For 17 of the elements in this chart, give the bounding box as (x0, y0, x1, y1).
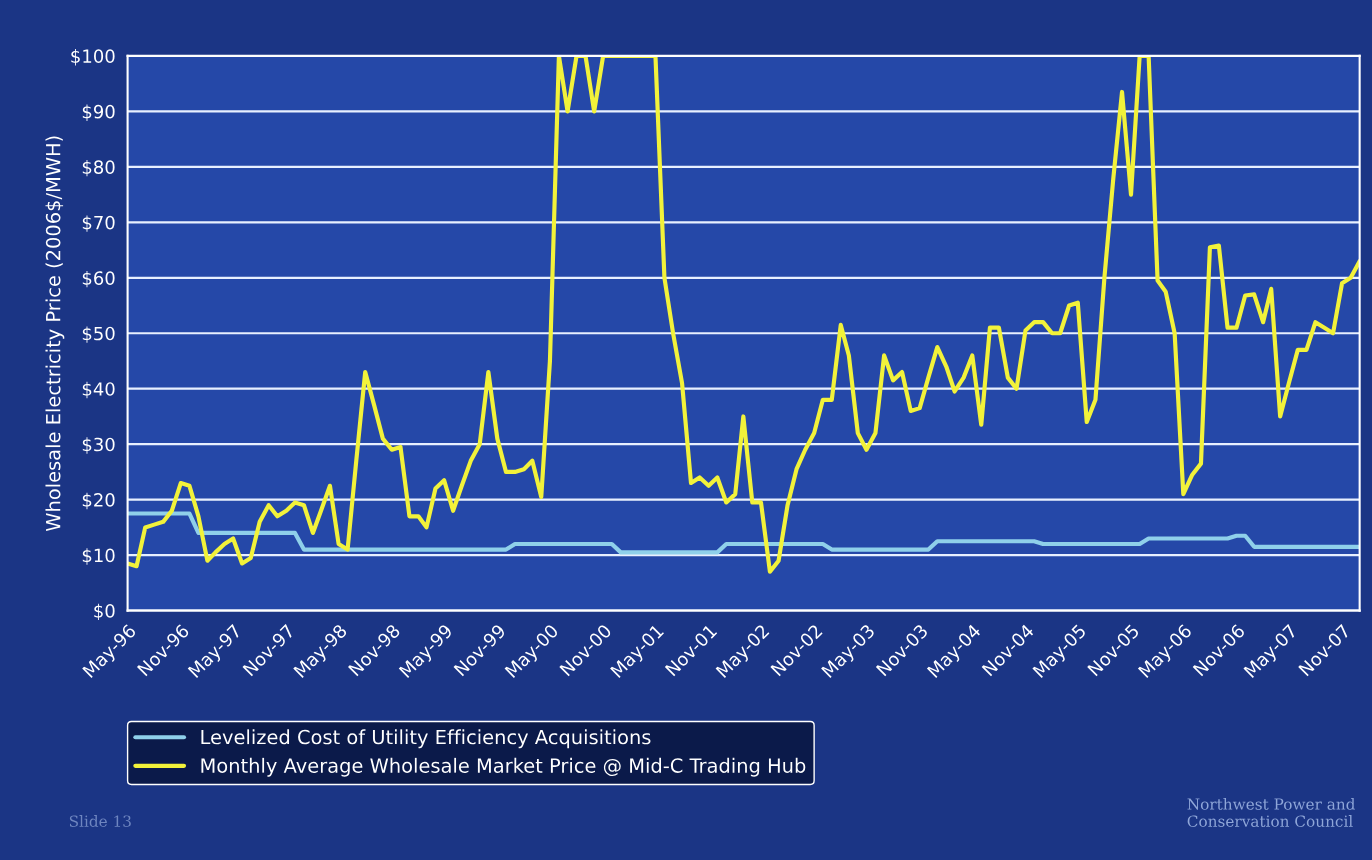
line-series (127, 511, 1360, 555)
y-tick-label: $60 (82, 270, 115, 288)
y-tick-label: $20 (82, 492, 115, 510)
y-tick-label: $50 (82, 326, 115, 343)
y-axis-title: Wholesale Electricity Price (2006$/MWH) (45, 136, 65, 532)
y-tick-label: $100 (71, 49, 115, 66)
y-tick-label: $90 (82, 104, 115, 121)
text: Slide 13 (69, 815, 131, 827)
y-tick-label: $30 (82, 437, 115, 454)
legend-label: Levelized Cost of Utility Efficiency Acquisitions (201, 729, 651, 749)
y-tick-label: $10 (82, 548, 115, 565)
text: Northwest Power and Conservation Council (1187, 798, 1356, 827)
y-tick-label: $80 (82, 159, 115, 177)
y-tick-label: $0 (94, 603, 115, 621)
legend-label: Monthly Average Wholesale Market Price @ Mid-C Trading Hub (201, 757, 806, 777)
y-tick-label: $70 (82, 215, 115, 232)
y-tick-label: $40 (82, 381, 115, 399)
